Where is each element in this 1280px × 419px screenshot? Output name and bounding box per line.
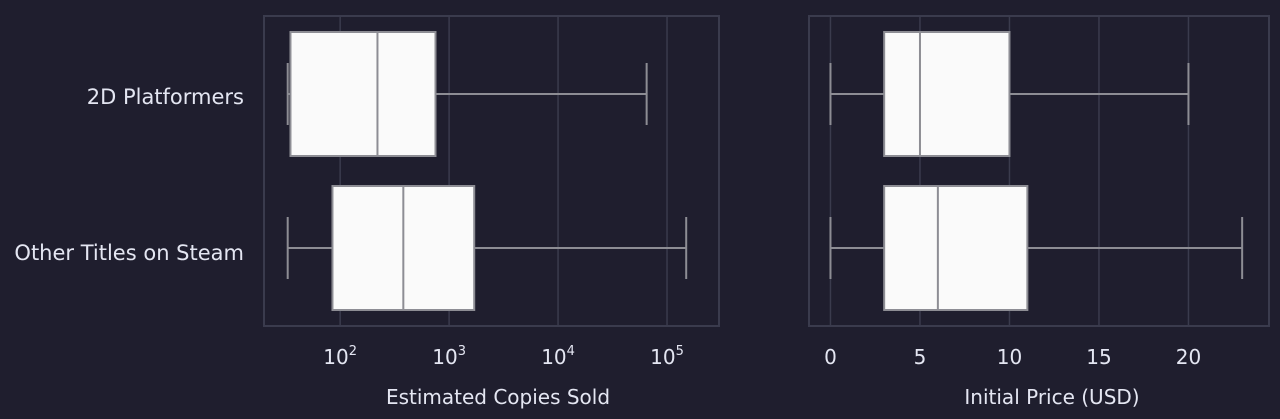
initial-price-axis-label: Initial Price (USD) [964, 385, 1139, 409]
copies-sold-tick-labels: 102 103 104 105 [323, 344, 684, 369]
initial-price-box-other-titles [829, 185, 1244, 311]
category-label-2d-platformers: 2D Platformers [87, 85, 244, 109]
iqr-box [883, 31, 1011, 157]
initial-price-tick-label: 5 [914, 345, 927, 369]
initial-price-panel: 0 5 10 15 20 Initial Price (USD) [808, 15, 1270, 409]
initial-price-tick-label: 15 [1086, 345, 1111, 369]
copies-sold-axis-label: Estimated Copies Sold [386, 385, 610, 409]
copies-sold-tick-label: 105 [650, 344, 684, 369]
copies-sold-panel: 102 103 104 105 Estimated Copies Sold [263, 15, 720, 409]
copies-sold-tick-label: 103 [432, 344, 466, 369]
initial-price-plot-frame [808, 15, 1270, 327]
copies-sold-tick-label: 104 [541, 344, 575, 369]
initial-price-tick-label: 20 [1176, 345, 1201, 369]
iqr-box [289, 31, 437, 157]
iqr-box [883, 185, 1029, 311]
initial-price-tick-label: 10 [997, 345, 1022, 369]
initial-price-boxes [829, 31, 1244, 311]
initial-price-tick-label: 0 [824, 345, 837, 369]
copies-sold-tick-label: 102 [323, 344, 357, 369]
copies-sold-box-2d-platformers [286, 31, 648, 157]
initial-price-tick-labels: 0 5 10 15 20 [824, 345, 1201, 369]
copies-sold-box-other-titles [286, 185, 688, 311]
copies-sold-plot-frame [263, 15, 720, 327]
initial-price-box-2d-platformers [829, 31, 1190, 157]
copies-sold-boxes [286, 31, 688, 311]
category-label-other-titles: Other Titles on Steam [14, 241, 244, 265]
